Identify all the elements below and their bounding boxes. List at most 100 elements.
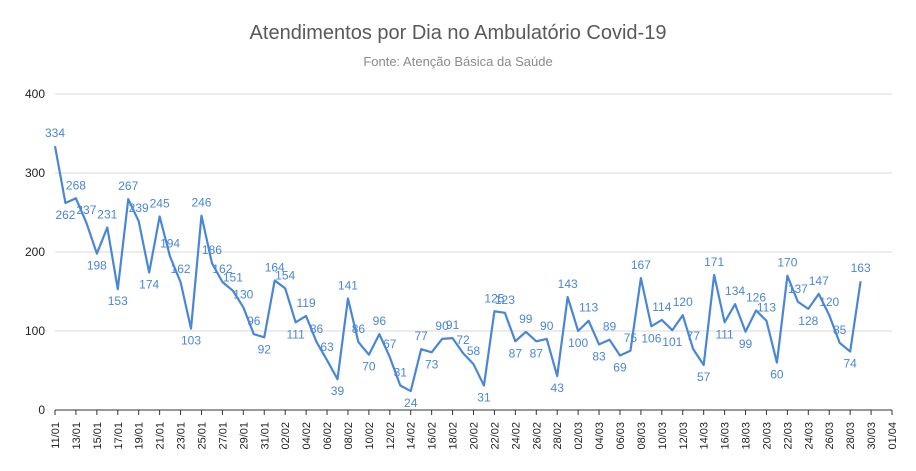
- data-label: 73: [425, 357, 439, 371]
- data-label: 101: [662, 335, 682, 349]
- data-label: 231: [97, 208, 117, 222]
- data-label: 113: [579, 301, 598, 315]
- data-label: 87: [509, 346, 523, 360]
- x-tick-label: 02/03: [573, 422, 585, 450]
- data-label: 334: [45, 126, 65, 140]
- data-label: 106: [641, 331, 661, 345]
- x-tick-label: 04/03: [594, 422, 606, 450]
- data-label: 100: [568, 336, 588, 350]
- x-tick-label: 08/02: [343, 422, 355, 450]
- data-label: 114: [652, 300, 671, 314]
- data-label: 174: [139, 278, 159, 292]
- x-tick-label: 06/03: [615, 422, 627, 450]
- data-label: 96: [373, 314, 387, 328]
- data-label: 24: [404, 396, 418, 410]
- data-label: 171: [704, 255, 724, 269]
- data-label: 137: [788, 282, 808, 296]
- data-label: 90: [435, 319, 449, 333]
- data-label: 162: [171, 262, 191, 276]
- x-tick-label: 06/02: [322, 422, 334, 450]
- x-tick-label: 22/03: [782, 422, 794, 450]
- data-label: 90: [540, 319, 554, 333]
- x-tick-label: 23/01: [176, 422, 188, 450]
- data-label: 120: [819, 295, 839, 309]
- data-label: 111: [715, 327, 734, 341]
- data-label: 128: [798, 314, 818, 328]
- data-label: 39: [331, 384, 345, 398]
- x-tick-label: 15/01: [92, 422, 104, 450]
- x-tick-label: 28/02: [552, 422, 564, 450]
- data-label: 164: [265, 260, 285, 274]
- data-label: 198: [87, 259, 107, 273]
- data-label: 134: [725, 284, 745, 298]
- data-label: 147: [809, 274, 829, 288]
- x-tick-label: 28/03: [845, 422, 857, 450]
- data-label: 60: [770, 368, 784, 382]
- data-label: 99: [739, 337, 753, 351]
- data-label: 86: [352, 322, 366, 336]
- x-tick-label: 14/02: [406, 422, 418, 450]
- data-label: 194: [160, 237, 180, 251]
- x-tick-label: 01/04: [887, 422, 899, 450]
- data-label: 130: [233, 287, 253, 301]
- x-tick-label: 14/03: [699, 422, 711, 450]
- y-tick-label: 300: [25, 166, 45, 180]
- x-tick-label: 30/03: [866, 422, 878, 450]
- chart-title: Atendimentos por Dia no Ambulatório Covi…: [249, 22, 667, 44]
- data-label: 83: [592, 349, 606, 363]
- data-label: 103: [181, 334, 201, 348]
- x-tick-label: 16/03: [720, 422, 732, 450]
- x-tick-label: 24/02: [510, 422, 522, 450]
- data-label: 170: [777, 256, 797, 270]
- data-label: 111: [287, 327, 306, 341]
- x-tick-label: 25/01: [196, 422, 208, 450]
- data-label: 74: [843, 357, 857, 371]
- data-label: 186: [202, 243, 222, 257]
- data-label: 123: [495, 293, 515, 307]
- x-tick-label: 04/02: [301, 422, 313, 450]
- data-label: 119: [297, 296, 316, 310]
- data-label: 75: [624, 331, 638, 345]
- data-label: 96: [247, 314, 261, 328]
- x-tick-label: 17/01: [113, 422, 125, 450]
- x-tick-label: 26/03: [824, 422, 836, 450]
- x-tick-label: 12/02: [385, 422, 397, 450]
- data-label: 70: [362, 360, 376, 374]
- data-label: 120: [673, 295, 693, 309]
- data-label: 125: [484, 291, 504, 305]
- data-label: 267: [118, 179, 138, 193]
- data-label: 77: [415, 329, 429, 343]
- data-label: 43: [551, 381, 565, 395]
- data-label: 63: [320, 340, 334, 354]
- data-label: 69: [613, 360, 627, 374]
- data-label: 246: [191, 196, 211, 210]
- data-label: 31: [394, 366, 408, 380]
- x-tick-label: 27/01: [217, 422, 229, 450]
- chart-subtitle: Fonte: Atenção Básica da Saúde: [363, 54, 553, 69]
- x-tick-label: 21/01: [155, 422, 167, 450]
- data-label: 151: [223, 271, 243, 285]
- data-label: 77: [687, 329, 701, 343]
- y-tick-label: 100: [25, 324, 45, 338]
- x-tick-label: 16/02: [427, 422, 439, 450]
- data-label: 86: [310, 322, 324, 336]
- x-axis: 11/01 13/01 15/01 17/01 19/01 21/01 23/01 25/01…: [50, 410, 899, 450]
- x-tick-label: 13/01: [71, 422, 83, 450]
- x-tick-label: 18/03: [741, 422, 753, 450]
- data-label: 85: [833, 323, 847, 337]
- data-label: 245: [150, 196, 170, 210]
- data-label: 163: [851, 261, 871, 275]
- data-label: 31: [477, 391, 491, 405]
- series-line: [53, 145, 862, 393]
- x-tick-label: 08/03: [636, 422, 648, 450]
- data-label: 237: [76, 203, 96, 217]
- data-label: 239: [129, 201, 149, 215]
- data-label: 72: [456, 333, 470, 347]
- data-label: 268: [66, 178, 86, 192]
- x-tick-label: 26/02: [531, 422, 543, 450]
- x-tick-label: 18/02: [448, 422, 460, 450]
- x-tick-label: 31/01: [259, 422, 271, 450]
- x-tick-label: 10/02: [364, 422, 376, 450]
- data-label: 89: [603, 320, 617, 334]
